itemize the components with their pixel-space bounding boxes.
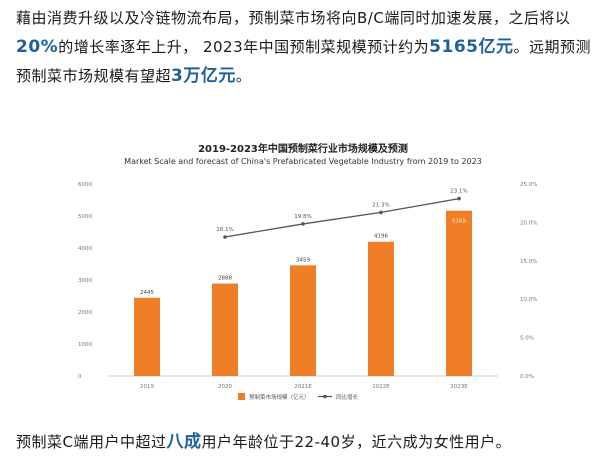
- intro-text-4: 。: [235, 67, 252, 85]
- long-term-forecast-highlight: 3万亿元: [171, 66, 236, 86]
- y-left-tick-label: 1000: [78, 342, 92, 348]
- growth-value-label: 21.3%: [372, 202, 389, 208]
- growth-value-label: 23.1%: [450, 189, 467, 195]
- legend-bar-swatch: [238, 393, 245, 400]
- intro-text-1: 藉由消费升级以及冷链物流布局，预制菜市场将向B/C端同时加速发展，之后将以: [16, 9, 571, 27]
- bar: [212, 283, 238, 376]
- intro-paragraph: 藉由消费升级以及冷链物流布局，预制菜市场将向B/C端同时加速发展，之后将以 20%…: [16, 4, 591, 91]
- legend-line-label: 同比增长: [336, 393, 359, 401]
- y-left-tick-label: 4000: [78, 246, 92, 252]
- bar-value-label: 4196: [374, 234, 388, 240]
- user-text-1: 预制菜C端用户中超过: [16, 433, 167, 451]
- chart-subtitle: Market Scale and forecast of China's Pre…: [124, 157, 482, 166]
- user-text-2: 用户年龄位于22-40岁，近六成为女性用户。: [201, 433, 512, 451]
- bar: [134, 297, 160, 376]
- growth-value-label: 19.8%: [294, 214, 311, 220]
- y-right-tick-label: 15.0%: [520, 259, 537, 265]
- growth-rate-highlight: 20%: [16, 37, 59, 57]
- growth-value-label: 18.1%: [216, 227, 233, 233]
- y-left-tick-label: 6000: [78, 182, 92, 188]
- y-left-tick-label: 0: [78, 374, 82, 380]
- legend-line-marker: [323, 394, 327, 399]
- growth-point: [457, 196, 461, 201]
- y-left-tick-label: 5000: [78, 214, 92, 220]
- y-right-tick-label: 0.0%: [520, 374, 534, 380]
- bar-value-label: 5165: [452, 219, 466, 225]
- bar-value-label: 3459: [296, 257, 310, 263]
- x-tick-label: 2023E: [450, 384, 468, 390]
- x-tick-label: 2020: [218, 384, 232, 390]
- growth-series-line: [224, 197, 460, 238]
- y-right-tick-label: 25.0%: [520, 182, 537, 188]
- bar-value-label: 2445: [140, 290, 154, 296]
- market-size-highlight: 5165亿元: [429, 37, 514, 57]
- y-right-tick-label: 20.0%: [520, 220, 537, 226]
- chart-title: 2019-2023年中国预制菜行业市场规模及预测: [198, 144, 408, 155]
- y-left-tick-label: 2000: [78, 310, 92, 316]
- intro-text-3: 。远期预测预制菜市场规模有望超: [16, 38, 591, 85]
- bar: [368, 241, 394, 376]
- bar-value-label: 2888: [218, 276, 232, 282]
- intro-text-2: 的增长率逐年上升， 2023年中国预制菜规模预计约为: [58, 38, 430, 56]
- bar: [446, 210, 472, 376]
- growth-point: [223, 235, 227, 239]
- market-scale-chart: 2019-2023年中国预制菜行业市场规模及预测 Market Scale an…: [58, 128, 548, 410]
- x-tick-label: 2021E: [294, 384, 312, 390]
- user-stat-paragraph: 预制菜C端用户中超过八成用户年龄位于22-40岁，近六成为女性用户。: [16, 428, 591, 457]
- y-right-tick-label: 5.0%: [520, 336, 534, 342]
- x-tick-label: 2022E: [372, 384, 390, 390]
- y-left-tick-label: 3000: [78, 278, 92, 284]
- growth-point: [379, 210, 383, 215]
- chart-plot: 0 1000 2000 3000 4000 5000 6000 0.0% 5.0% 10.0% 15…: [78, 182, 537, 401]
- legend-bar-label: 预制菜市场规模（亿元）: [249, 393, 310, 401]
- growth-point: [301, 222, 305, 226]
- user-share-highlight: 八成: [166, 432, 202, 452]
- bar: [290, 265, 316, 376]
- y-right-tick-label: 10.0%: [520, 297, 537, 303]
- x-tick-label: 2019: [140, 384, 154, 390]
